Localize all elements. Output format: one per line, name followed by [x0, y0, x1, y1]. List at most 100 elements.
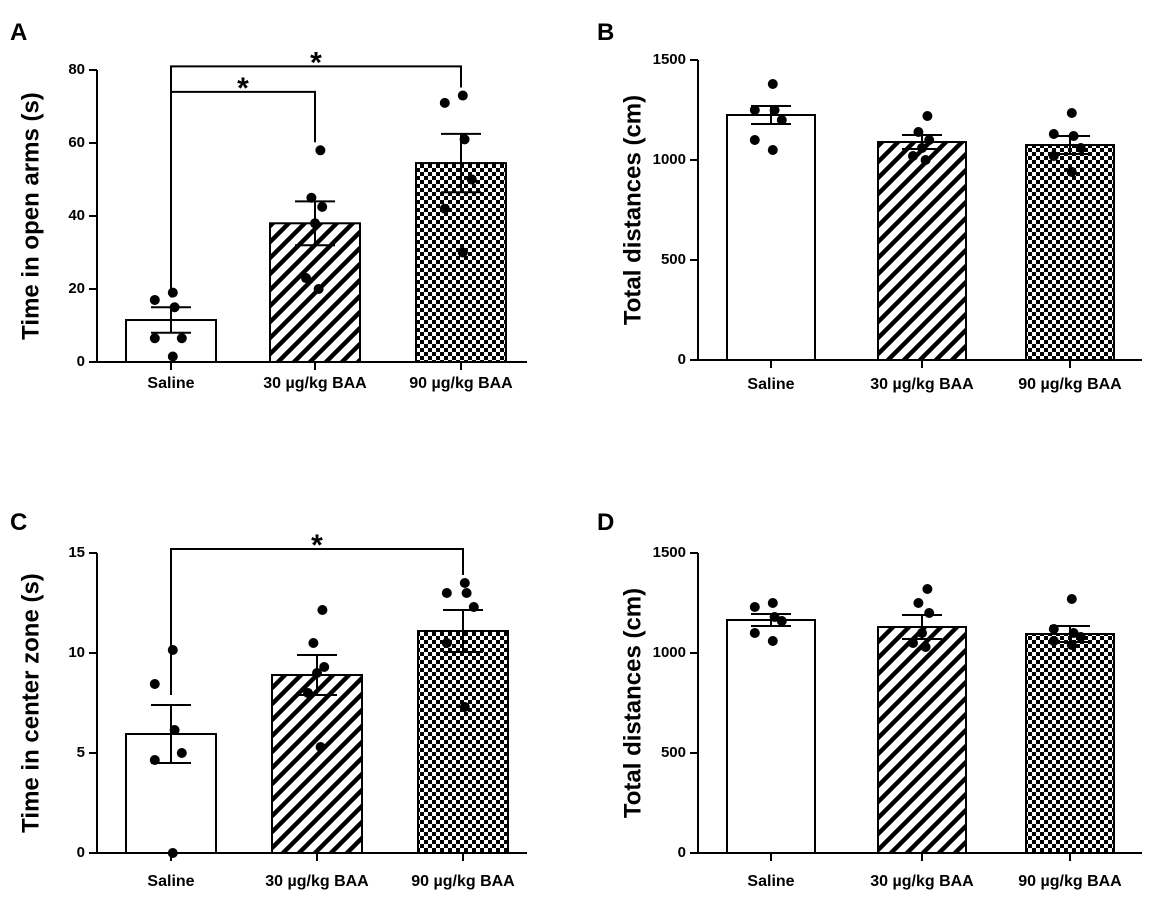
data-point	[749, 602, 760, 612]
x-tick-label: Saline	[147, 375, 194, 392]
data-point	[776, 115, 787, 125]
data-point	[149, 679, 160, 689]
data-point	[767, 145, 778, 155]
data-point	[439, 97, 450, 108]
data-point	[317, 201, 328, 212]
x-tick-label: 90 µg/kg BAA	[1018, 376, 1122, 393]
data-point	[457, 247, 468, 258]
data-point	[776, 616, 787, 626]
panel-d: D Total distances (cm) 0 500 1000 1500 Saline 3…	[597, 509, 1142, 890]
y-tick-label: 0	[77, 353, 85, 370]
data-point	[920, 155, 931, 165]
y-axis-label: Total distances (cm)	[619, 95, 646, 325]
y-axis-label: Time in center zone (s)	[17, 573, 44, 833]
x-tick-label: 90 µg/kg BAA	[1018, 873, 1122, 890]
data-point	[749, 105, 760, 115]
data-point	[149, 755, 160, 765]
data-point	[167, 645, 178, 655]
data-point	[457, 90, 468, 101]
y-tick-label: 1000	[653, 151, 686, 168]
data-point	[301, 273, 311, 284]
data-point	[1068, 131, 1079, 141]
y-axis-label: Total distances (cm)	[619, 588, 646, 818]
y-tick-label: 0	[77, 844, 85, 861]
x-tick-label: 90 µg/kg BAA	[409, 375, 513, 392]
significance-star: *	[237, 72, 249, 105]
data-point	[315, 145, 326, 156]
data-point	[749, 628, 760, 638]
data-point	[441, 588, 452, 598]
significance-star: *	[311, 529, 323, 562]
x-tick-label: Saline	[147, 873, 194, 890]
data-point	[439, 203, 450, 214]
y-tick-label: 5	[77, 744, 85, 761]
panel-letter: C	[10, 509, 27, 536]
data-point	[317, 605, 328, 615]
data-point	[176, 748, 187, 758]
data-point	[924, 135, 935, 145]
x-tick-label: 90 µg/kg BAA	[411, 873, 515, 890]
bar-saline	[726, 619, 816, 854]
x-tick-label: 30 µg/kg BAA	[870, 873, 974, 890]
y-tick-label: 15	[68, 544, 85, 561]
y-tick-label: 1500	[653, 544, 686, 561]
panel-letter: A	[10, 19, 27, 46]
data-point	[306, 192, 317, 203]
data-point	[767, 79, 778, 89]
data-point	[468, 602, 479, 612]
bar-90-g-kg-baa	[417, 630, 509, 854]
data-point	[1075, 143, 1086, 153]
y-axis-label: Time in open arms (s)	[17, 92, 44, 340]
data-point	[1048, 129, 1059, 139]
data-point	[917, 628, 927, 638]
data-point	[167, 287, 178, 298]
data-point	[312, 668, 322, 678]
data-point	[749, 135, 760, 145]
y-tick-label: 1500	[653, 51, 686, 68]
data-point	[319, 662, 330, 672]
significance-bracket	[170, 548, 464, 695]
data-point	[459, 578, 470, 588]
significance-bracket	[170, 65, 462, 298]
data-point	[1066, 108, 1077, 118]
data-point	[149, 294, 160, 305]
data-point	[913, 127, 924, 137]
panel-c: C Time in center zone (s) 0 5 10 15 Saline 30 µ…	[10, 509, 527, 890]
y-tick-label: 0	[678, 351, 686, 368]
y-tick-label: 500	[661, 251, 686, 268]
data-point	[441, 638, 452, 648]
y-tick-label: 10	[68, 644, 85, 661]
data-point	[313, 284, 324, 294]
data-point	[315, 742, 326, 752]
bar-30-g-kg-baa	[271, 674, 363, 854]
panel-letter: B	[597, 19, 614, 46]
data-point	[169, 725, 180, 735]
data-point	[767, 598, 778, 608]
y-tick-label: 0	[678, 844, 686, 861]
data-point	[303, 688, 313, 698]
panel-letter: D	[597, 509, 614, 536]
x-tick-label: Saline	[747, 873, 794, 890]
bar-90-g-kg-baa	[1025, 633, 1115, 854]
data-point	[917, 143, 927, 153]
y-tick-label: 20	[68, 280, 85, 297]
data-point	[922, 584, 933, 594]
data-point	[1075, 632, 1086, 642]
y-tick-label: 80	[68, 61, 85, 78]
data-point	[459, 134, 470, 145]
data-point	[908, 151, 918, 161]
x-tick-label: 30 µg/kg BAA	[263, 375, 367, 392]
data-point	[169, 302, 180, 313]
data-point	[767, 636, 778, 646]
panel-b: B Total distances (cm) 0 500 1000 1500 Saline 3…	[597, 19, 1142, 393]
x-tick-label: 30 µg/kg BAA	[870, 376, 974, 393]
data-point	[459, 702, 470, 712]
bar-90-g-kg-baa	[1025, 144, 1115, 361]
x-tick-label: 30 µg/kg BAA	[265, 873, 369, 890]
data-point	[913, 598, 924, 608]
data-point	[176, 333, 187, 344]
data-point	[924, 608, 935, 618]
data-point	[1066, 167, 1077, 177]
data-point	[1066, 640, 1077, 650]
